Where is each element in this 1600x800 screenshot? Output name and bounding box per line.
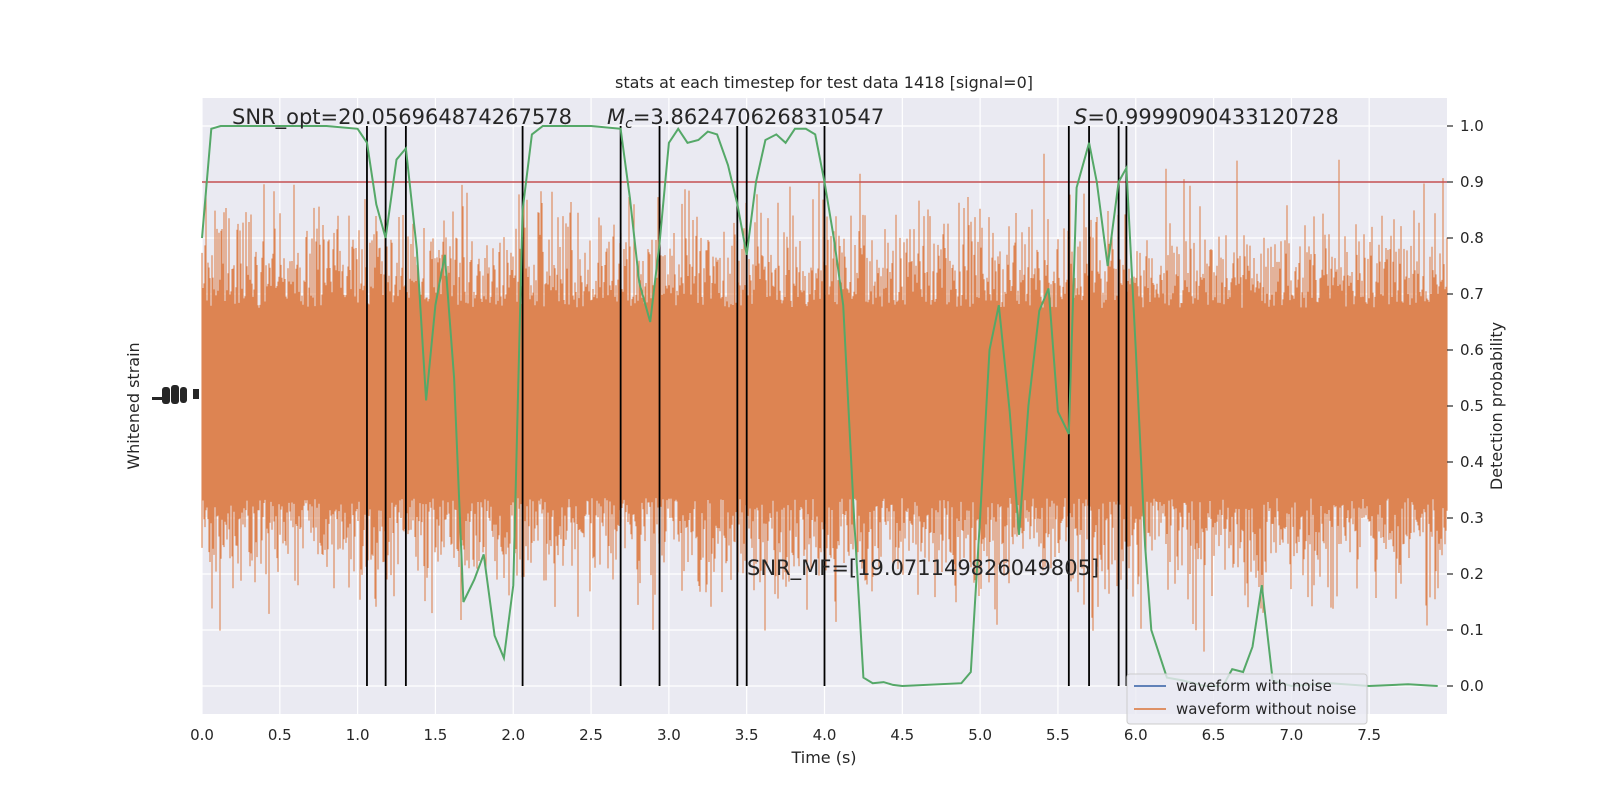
y-axis-left-label: Whitened strain <box>124 342 143 469</box>
y-axis-right-label: Detection probability <box>1487 322 1506 490</box>
chirp-mass-annotation: Mc=3.8624706268310547 <box>607 105 884 132</box>
x-tick-label-7: 3.5 <box>735 726 759 744</box>
x-tick-label-10: 5.0 <box>968 726 992 744</box>
probability-layer <box>201 125 1438 688</box>
y-tick-label-3: 0.3 <box>1460 509 1484 527</box>
y-tick-label-10: 1.0 <box>1460 117 1484 135</box>
legend-label-with-noise: waveform with noise <box>1176 677 1332 695</box>
x-ticks: 0.0 0.5 1.0 1.5 2.0 2.5 3.0 3.5 4.0 4.5 5.0 5.5 6.0 6… <box>190 726 1381 744</box>
x-tick-label-14: 7.0 <box>1279 726 1303 744</box>
chirp-mass-subscript: c <box>625 116 633 132</box>
x-axis-label: Time (s) <box>790 748 856 767</box>
x-tick-label-13: 6.5 <box>1202 726 1226 744</box>
x-tick-label-4: 2.0 <box>501 726 525 744</box>
snr-opt-annotation: SNR_opt=20.056964874267578 <box>232 105 572 130</box>
x-tick-label-2: 1.0 <box>346 726 370 744</box>
x-tick-label-15: 7.5 <box>1357 726 1381 744</box>
y-tick-label-1: 0.1 <box>1460 621 1484 639</box>
legend-box <box>1126 673 1368 725</box>
x-tick-label-8: 4.0 <box>813 726 837 744</box>
y-tick-label-8: 0.8 <box>1460 229 1484 247</box>
snr-mf-annotation: SNR_MF=[19.071149826049805] <box>747 556 1099 581</box>
spin-symbol: S <box>1074 105 1087 129</box>
chirp-mass-symbol: M <box>607 105 625 129</box>
x-tick-label-5: 2.5 <box>579 726 603 744</box>
left-axis-tick-cluster <box>152 385 199 404</box>
legend: waveform with noise waveform without noi… <box>1126 673 1368 725</box>
x-tick-label-6: 3.0 <box>657 726 681 744</box>
y-tick-label-4: 0.4 <box>1460 453 1484 471</box>
y-tick-label-9: 0.9 <box>1460 173 1484 191</box>
legend-label-without-noise: waveform without noise <box>1176 700 1356 718</box>
x-tick-label-9: 4.5 <box>890 726 914 744</box>
y-tick-label-5: 0.5 <box>1460 397 1484 415</box>
y-tick-label-6: 0.6 <box>1460 341 1484 359</box>
vertical-lines-layer <box>366 126 1128 686</box>
y-right-ticks: 0.0 0.1 0.2 0.3 0.4 0.5 0.6 0.7 0.8 0.9 1.0 <box>1447 117 1484 695</box>
y-tick-label-0: 0.0 <box>1460 677 1484 695</box>
y-tick-label-7: 0.7 <box>1460 285 1484 303</box>
chirp-mass-value: =3.8624706268310547 <box>633 105 884 129</box>
detection-probability-series <box>201 125 1438 688</box>
x-tick-label-12: 6.0 <box>1124 726 1148 744</box>
x-tick-label-11: 5.5 <box>1046 726 1070 744</box>
y-tick-label-2: 0.2 <box>1460 565 1484 583</box>
x-tick-label-1: 0.5 <box>268 726 292 744</box>
spin-value: =0.9999090433120728 <box>1087 105 1338 129</box>
x-tick-label-0: 0.0 <box>190 726 214 744</box>
chart-title: stats at each timestep for test data 141… <box>615 73 1033 92</box>
spin-annotation: S=0.9999090433120728 <box>1074 105 1339 129</box>
x-tick-label-3: 1.5 <box>424 726 448 744</box>
